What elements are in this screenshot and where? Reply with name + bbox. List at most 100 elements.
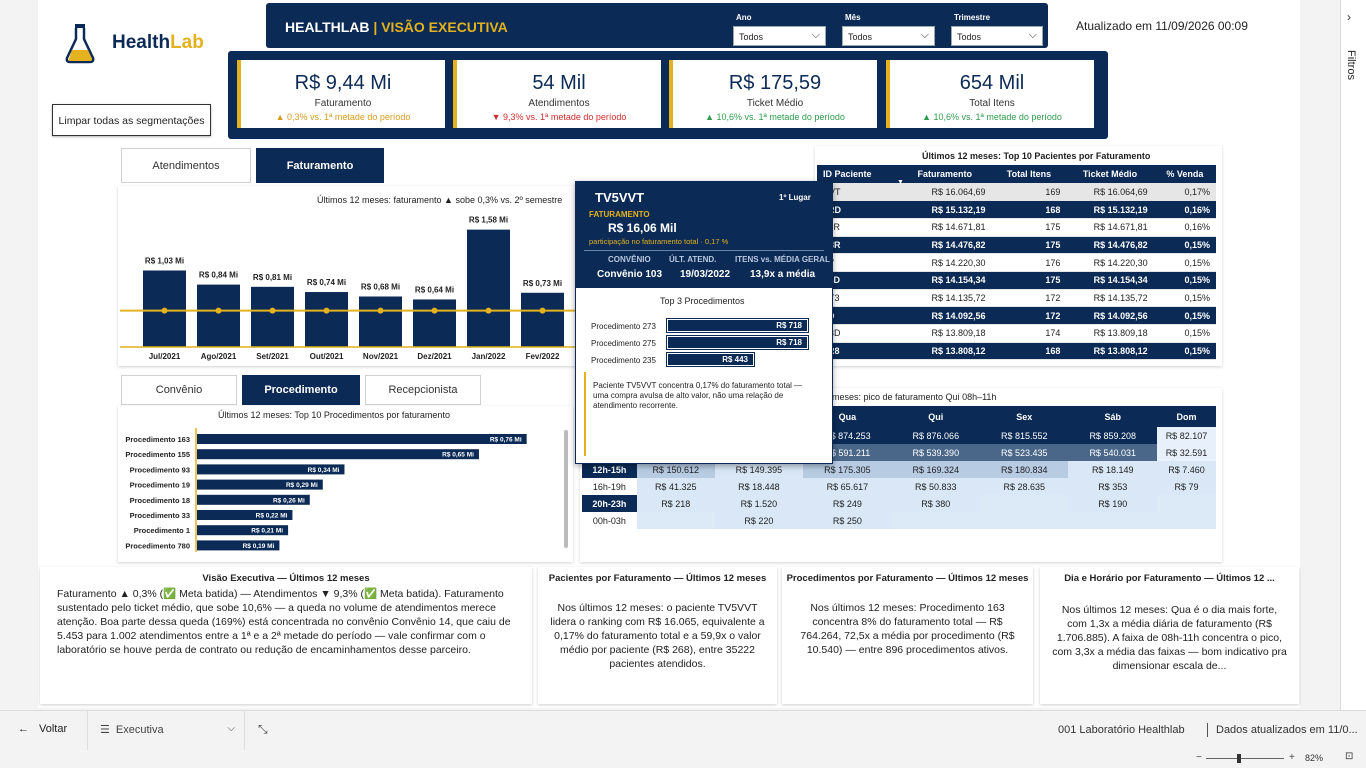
heatmap-cell[interactable]: R$ 82.107 [1156,427,1216,444]
top3-bar [666,352,755,367]
heatmap-cell[interactable]: R$ 65.617 [803,478,892,495]
table-cell: R$ 14.476,82 [898,236,992,255]
monthly-bar[interactable] [413,299,456,347]
procedure-bar[interactable] [197,494,310,505]
heatmap-cell[interactable] [1156,512,1216,529]
heatmap-cell[interactable]: R$ 250 [803,512,892,529]
tab-atendimentos[interactable]: Atendimentos [121,148,251,183]
header-bar: HEALTHLAB | VISÃO EXECUTIVA Ano Todos ⌵ M… [266,3,1048,48]
heatmap-cell[interactable]: R$ 18.149 [1068,461,1157,478]
filter-trimestre[interactable]: Todos ⌵ [951,26,1043,46]
procedure-bar[interactable] [197,479,323,490]
heatmap-cell[interactable] [1068,512,1157,529]
heatmap-cell[interactable]: R$ 876.066 [891,427,981,444]
updated-timestamp: Atualizado em 11/09/2026 00:09 [1076,19,1248,33]
zoom-slider-thumb[interactable] [1237,754,1241,763]
procedure-bar[interactable] [197,464,345,475]
filters-pane[interactable]: › Filtros [1340,0,1366,710]
heatmap-cell[interactable]: R$ 249 [803,495,892,512]
procedure-bar[interactable] [197,540,280,551]
filter-label-ano: Ano [736,13,752,22]
clear-filters-button[interactable]: Limpar todas as segmentações [52,104,211,136]
zoom-out-button[interactable]: − [1196,752,1202,763]
heatmap-cell[interactable]: R$ 353 [1068,478,1157,495]
heatmap-cell[interactable]: R$ 190 [1068,495,1157,512]
filter-mes[interactable]: Todos ⌵ [842,26,935,46]
heatmap-cell[interactable]: R$ 1.520 [714,495,804,512]
heatmap-cell[interactable]: R$ 18.448 [714,478,804,495]
heatmap-cell[interactable]: R$ 7.460 [1156,461,1216,478]
heatmap-cell[interactable]: R$ 539.390 [891,444,981,461]
fit-page-icon[interactable]: ⤡ [258,722,268,736]
heatmap-cell[interactable]: R$ 32.591 [1156,444,1216,461]
tab-recepcionista[interactable]: Recepcionista [365,375,481,405]
heatmap-cell[interactable]: R$ 175.305 [803,461,892,478]
collapse-icon[interactable]: › [1347,10,1351,24]
heatmap-cell[interactable]: R$ 523.435 [980,444,1069,461]
filter-ano[interactable]: Todos ⌵ [733,26,826,46]
heatmap-cell[interactable] [980,495,1069,512]
back-button[interactable]: ← Voltar [18,723,67,735]
zoom-slider[interactable] [1206,758,1284,759]
tab-procedimento[interactable]: Procedimento [242,375,360,405]
table-cell: R$ 13.808,12 [1066,342,1154,361]
heatmap-cell[interactable]: R$ 859.208 [1068,427,1157,444]
heatmap-cell[interactable]: R$ 150.612 [636,461,715,478]
heatmap-day-header: Sex [980,406,1069,427]
heatmap-cell[interactable]: R$ 41.325 [636,478,715,495]
table-cell: R$ 14.220,30 [898,253,992,272]
heatmap-cell[interactable]: R$ 28.635 [980,478,1069,495]
procedure-bar[interactable] [197,434,527,444]
bar-data-label: R$ 0,74 Mi [307,278,346,287]
heatmap-cell[interactable] [636,512,715,529]
heatmap-cell[interactable]: R$ 815.552 [980,427,1069,444]
heatmap-cell[interactable] [1156,495,1216,512]
page-selector[interactable]: ☰ Executiva ⌵ [100,723,235,736]
fit-to-page-icon[interactable]: ⊡ [1345,751,1354,762]
kpi-atendimentos: 54 Mil Atendimentos ▼ 9,3% vs. 1ª metade d… [453,60,661,128]
col-venda[interactable]: % Venda [1153,165,1216,184]
heatmap-cell[interactable]: R$ 79 [1156,478,1216,495]
heatmap-cell[interactable] [980,512,1069,529]
col-itens[interactable]: Total Itens [991,165,1067,184]
monthly-bar[interactable] [521,292,564,347]
zoom-in-button[interactable]: + [1289,752,1295,763]
kpi-label: Total Itens [969,98,1015,109]
heatmap-cell[interactable]: R$ 540.031 [1068,444,1157,461]
monthly-bar[interactable] [467,229,510,347]
col-faturamento[interactable]: Faturamento [898,165,992,184]
heatmap-cell[interactable]: R$ 149.395 [714,461,804,478]
tab-convenio[interactable]: Convênio [121,375,237,405]
procedure-bar[interactable] [197,525,289,536]
procedure-bar[interactable] [197,510,293,520]
scrollbar[interactable] [564,430,568,548]
heatmap-cell[interactable]: R$ 218 [636,495,715,512]
col-id[interactable]: ID Paciente [817,165,899,184]
heatmap-cell[interactable]: R$ 169.324 [891,461,981,478]
heatmap-cell[interactable]: R$ 380 [891,495,981,512]
tab-faturamento[interactable]: Faturamento [256,148,384,183]
monthly-bar[interactable] [197,284,240,347]
col-ticket[interactable]: Ticket Médio [1066,165,1154,184]
text-card-body: Nos últimos 12 meses: o paciente TV5VVT … [550,602,765,670]
procedure-bar[interactable] [197,449,479,460]
heatmap-cell[interactable]: R$ 180.834 [980,461,1069,478]
top3-value: R$ 718 [776,338,802,347]
heatmap-cell[interactable]: R$ 50.833 [891,478,981,495]
monthly-chart-card: Últimos 12 meses: faturamento ▲ sobe 0,3… [118,186,580,366]
heatmap-cell[interactable] [891,512,981,529]
heatmap-cell[interactable]: R$ 220 [714,512,804,529]
monthly-bar[interactable] [251,286,294,347]
monthly-bar[interactable] [359,296,402,347]
monthly-bar[interactable] [305,292,348,347]
